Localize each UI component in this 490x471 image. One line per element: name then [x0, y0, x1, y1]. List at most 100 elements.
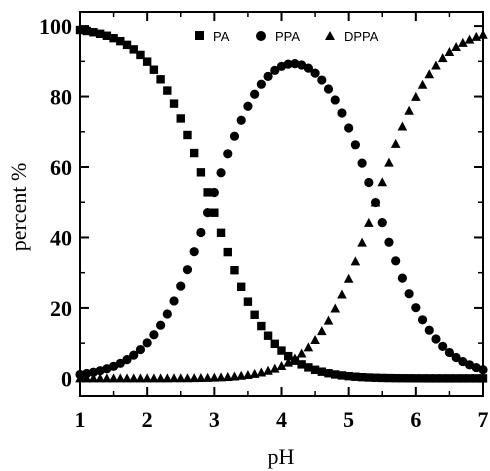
data-point-dppa: [135, 373, 146, 383]
data-point-dppa: [417, 79, 428, 89]
data-point-pa: [418, 374, 427, 383]
data-point-ppa: [270, 65, 280, 75]
data-point-dppa: [290, 353, 300, 363]
data-point-pa: [277, 346, 286, 355]
data-point-dppa: [169, 373, 179, 383]
data-point-dppa: [75, 373, 85, 383]
y-axis-title: percent %: [6, 163, 31, 252]
data-point-pa: [404, 374, 414, 383]
data-point-dppa: [317, 326, 327, 336]
data-point-dppa: [128, 373, 139, 383]
data-point-ppa: [337, 108, 347, 118]
data-point-pa: [445, 374, 454, 383]
data-point-ppa: [417, 315, 428, 325]
data-point-dppa: [236, 370, 246, 380]
data-point-pa: [317, 367, 326, 376]
data-point-pa: [82, 26, 91, 36]
data-point-dppa: [330, 303, 341, 313]
x-tick-label: 7: [478, 407, 489, 432]
axis-tick-labels: 1 2 3 4 5 6 7 0 20 40 60 80 100: [39, 14, 489, 432]
data-point-pa: [270, 339, 279, 349]
data-point-pa: [176, 114, 185, 123]
data-point-pa: [337, 371, 347, 380]
data-point-pa: [357, 372, 367, 382]
data-point-pa: [257, 321, 266, 331]
data-point-dppa: [189, 373, 199, 383]
data-point-ppa: [229, 131, 240, 141]
data-point-dppa: [162, 373, 173, 383]
legend-marker-pa: [195, 31, 204, 40]
legend-label-dppa: DPPA: [344, 29, 379, 44]
data-point-pa: [116, 36, 125, 46]
data-point-dppa: [323, 315, 334, 325]
data-point-dppa: [249, 368, 260, 378]
data-point-dppa: [357, 237, 367, 247]
data-point-dppa: [303, 342, 314, 352]
y-tick-label: 0: [61, 366, 72, 391]
data-point-pa: [102, 31, 112, 40]
data-point-pa: [391, 373, 400, 383]
data-point-ppa: [176, 281, 186, 291]
data-point-dppa: [81, 373, 92, 383]
data-point-dppa: [256, 367, 267, 377]
data-point-pa: [364, 373, 374, 382]
data-point-pa: [163, 86, 172, 95]
data-point-ppa: [263, 71, 273, 81]
data-point-dppa: [243, 369, 253, 379]
data-point-pa: [478, 374, 488, 383]
data-point-dppa: [350, 256, 361, 266]
data-point-ppa: [135, 344, 146, 355]
data-point-ppa: [303, 63, 313, 73]
data-point-ppa: [444, 347, 455, 358]
legend-label-pa: PA: [213, 29, 230, 44]
data-point-dppa: [337, 289, 347, 299]
data-point-ppa: [115, 358, 125, 368]
data-point-ppa: [310, 68, 320, 78]
data-point-pa: [344, 371, 353, 381]
data-point-pa: [216, 228, 226, 237]
data-point-dppa: [397, 121, 408, 131]
data-point-dppa: [384, 157, 394, 167]
data-point-ppa: [431, 334, 441, 344]
data-point-dppa: [95, 373, 105, 383]
data-point-pa: [243, 297, 253, 306]
data-point-dppa: [115, 373, 126, 383]
data-point-dppa: [196, 373, 206, 383]
data-point-ppa: [223, 149, 233, 159]
data-point-ppa: [364, 177, 374, 188]
data-point-dppa: [142, 373, 152, 383]
data-point-ppa: [122, 355, 132, 365]
data-point-ppa: [236, 115, 246, 125]
data-point-pa: [465, 374, 474, 383]
data-point-dppa: [269, 363, 280, 373]
data-point-pa: [189, 148, 199, 158]
legend-marker-ppa: [256, 31, 266, 41]
data-point-dppa: [370, 197, 381, 207]
data-point-pa: [398, 374, 407, 383]
data-point-pa: [304, 363, 313, 372]
data-point-ppa: [142, 338, 152, 348]
legend: PA PPA DPPA: [195, 29, 379, 44]
data-point-pa: [230, 266, 239, 275]
y-tick-label: 60: [50, 155, 72, 180]
data-point-dppa: [451, 42, 461, 52]
data-point-ppa: [323, 84, 334, 94]
data-point-pa: [169, 99, 179, 108]
data-point-dppa: [478, 29, 488, 39]
data-point-pa: [297, 360, 306, 369]
data-point-dppa: [458, 37, 468, 47]
data-point-pa: [129, 45, 138, 54]
data-point-ppa: [451, 352, 461, 363]
data-point-pa: [411, 374, 421, 383]
data-point-pa: [351, 372, 360, 381]
data-point-pa: [196, 168, 206, 177]
data-point-dppa: [222, 371, 233, 381]
data-point-pa: [458, 374, 468, 383]
data-point-pa: [122, 40, 132, 50]
data-point-dppa: [390, 138, 401, 148]
data-point-pa: [371, 373, 380, 382]
data-point-pa: [136, 50, 145, 60]
legend-marker-dppa: [325, 31, 335, 40]
x-axis-title: pH: [268, 444, 295, 469]
